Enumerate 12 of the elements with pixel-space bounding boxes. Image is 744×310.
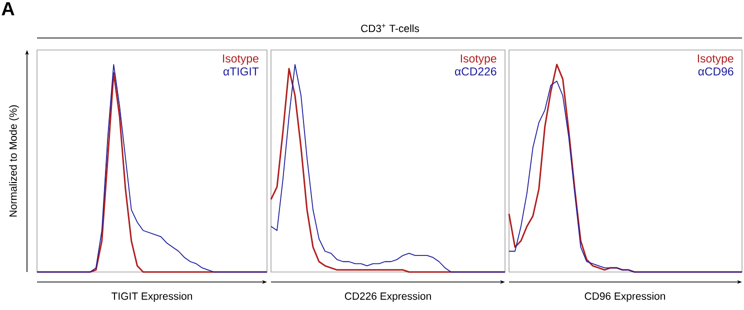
x-axis-title: CD96 Expression: [584, 292, 666, 302]
text: αCD226: [454, 67, 496, 76]
x-axis-title: CD226 Expression: [344, 292, 431, 302]
x-axis-title: TIGIT Expression: [112, 292, 192, 302]
text: αCD96: [698, 67, 734, 76]
text: Isotype: [223, 54, 258, 65]
text: A: [2, 2, 14, 16]
y-axis-title: Normalized to Mode (%): [9, 105, 19, 217]
chart-title: CD3$^{+}$ T-cells: [361, 24, 420, 32]
text: αTIGIT: [223, 67, 259, 76]
text: Isotype: [460, 54, 496, 65]
text: Isotype: [698, 54, 734, 65]
